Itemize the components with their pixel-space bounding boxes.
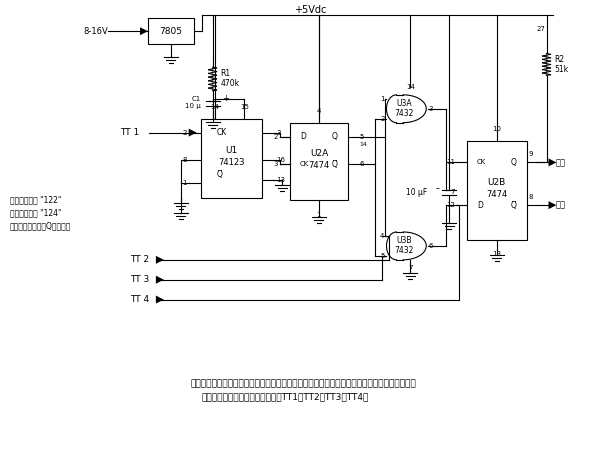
Text: 7: 7 [408,265,413,271]
Text: 1: 1 [317,212,321,218]
Text: 13: 13 [276,177,285,183]
Polygon shape [156,256,164,264]
Text: TT 2: TT 2 [130,255,149,264]
Text: +5Vdc: +5Vdc [294,6,326,15]
Text: 2: 2 [380,116,384,122]
Text: 4: 4 [317,108,321,114]
Text: Q̅: Q̅ [332,160,337,169]
Text: 3: 3 [274,162,278,168]
Text: R1: R1 [220,69,231,78]
Polygon shape [549,158,557,166]
Bar [467,140,527,240]
Text: +: + [223,94,229,103]
Text: 6: 6 [360,162,364,168]
Text: 1: 1 [182,180,187,186]
Text: 输出: 输出 [555,201,566,210]
Bar [201,119,262,198]
Text: 在电源升启时输出Q为低电平: 在电源升启时输出Q为低电平 [10,222,71,230]
Text: 7474: 7474 [308,161,330,170]
Text: 该电路从按键式剖码器取得有效低电平输入，并对正确的数字片列反应。该序列决定了用户把哪: 该电路从按键式剖码器取得有效低电平输入，并对正确的数字片列反应。该序列决定了用户… [190,380,416,389]
Text: 9: 9 [529,151,533,157]
Text: U2B: U2B [487,178,506,187]
Text: 7432: 7432 [395,246,414,255]
Text: TT 4: TT 4 [130,295,149,304]
Text: 8: 8 [182,157,187,163]
Polygon shape [140,27,148,35]
Text: 15: 15 [240,104,249,110]
Polygon shape [189,129,197,137]
Text: 10: 10 [492,126,501,132]
Polygon shape [549,201,557,209]
Text: U1: U1 [225,146,237,155]
Text: 输出: 输出 [555,158,566,167]
Text: -: - [435,183,439,193]
Text: 3: 3 [276,129,280,135]
Text: U2A: U2A [310,149,328,158]
Text: 16: 16 [276,157,285,163]
Polygon shape [156,296,164,303]
Text: 2: 2 [182,129,187,135]
Text: 14: 14 [406,84,415,90]
Text: 74123: 74123 [218,158,245,167]
Text: D: D [477,201,483,210]
Text: CK: CK [477,159,486,165]
Text: Q̅: Q̅ [217,170,222,179]
Text: 14: 14 [360,142,367,147]
Text: 8: 8 [529,194,533,200]
Text: C1: C1 [191,96,201,102]
Text: 6: 6 [429,243,433,249]
Text: 14: 14 [210,104,219,110]
Text: 5: 5 [360,134,364,140]
Bar [148,18,194,44]
Text: 7805: 7805 [159,27,182,36]
Text: 些按键数字接到顺序剖码器输入端TT1、TT2、TT3及TT4。: 些按键数字接到顺序剖码器输入端TT1、TT2、TT3及TT4。 [202,392,369,402]
Polygon shape [156,276,164,284]
Text: 27: 27 [536,26,545,32]
Text: 13: 13 [492,251,501,257]
Text: 4: 4 [380,233,384,239]
Text: Q̅: Q̅ [511,201,517,210]
Text: 5: 5 [380,253,384,259]
Text: 7474: 7474 [486,190,507,199]
Text: R2: R2 [554,55,565,64]
Text: 11: 11 [446,159,455,165]
Text: 10 μ: 10 μ [185,103,201,109]
Text: U3A: U3A [396,99,412,108]
Text: 51k: 51k [554,65,569,74]
Text: 7432: 7432 [395,109,414,118]
Text: 1: 1 [380,96,384,102]
Text: 输出高电平按 "122": 输出高电平按 "122" [10,196,61,205]
Text: 10 μF: 10 μF [406,188,427,197]
Text: CK: CK [217,128,227,137]
Text: 12: 12 [446,202,455,208]
Text: U3B: U3B [396,236,412,246]
Text: Q: Q [511,158,517,167]
Text: 470k: 470k [220,79,240,89]
Text: Q: Q [332,132,337,141]
Text: D: D [300,132,306,141]
Text: 输出低电平按 "124": 输出低电平按 "124" [10,208,61,218]
Text: CK: CK [300,162,310,168]
Text: TT 1: TT 1 [120,128,139,137]
Text: 8-16V: 8-16V [83,27,108,36]
Text: TT 3: TT 3 [130,275,149,284]
Bar [290,123,348,200]
Text: 3: 3 [429,106,433,112]
Text: 7: 7 [450,189,455,195]
Text: 2: 2 [274,134,278,140]
